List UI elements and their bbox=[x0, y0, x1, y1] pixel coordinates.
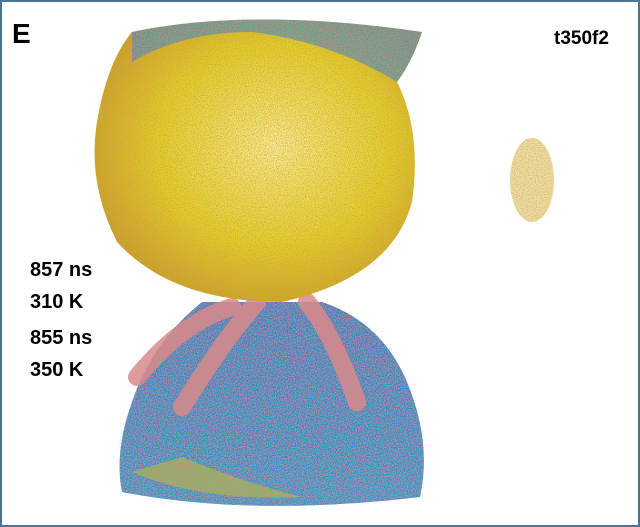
top-droplet bbox=[95, 20, 423, 303]
temperature-label: 310 K bbox=[30, 291, 84, 313]
panel-label: E bbox=[12, 18, 31, 49]
time-label: 857 ns bbox=[30, 259, 92, 281]
figure-panel: E t350f2 857 ns 310 K 855 ns 350 K bbox=[0, 0, 640, 527]
small-cluster bbox=[510, 138, 554, 222]
panel-id: t350f2 bbox=[554, 28, 609, 49]
bottom-droplet bbox=[120, 302, 424, 506]
temperature-label: 350 K bbox=[30, 359, 84, 381]
time-label: 855 ns bbox=[30, 327, 92, 349]
md-snapshot: E t350f2 857 ns 310 K 855 ns 350 K bbox=[2, 2, 638, 525]
